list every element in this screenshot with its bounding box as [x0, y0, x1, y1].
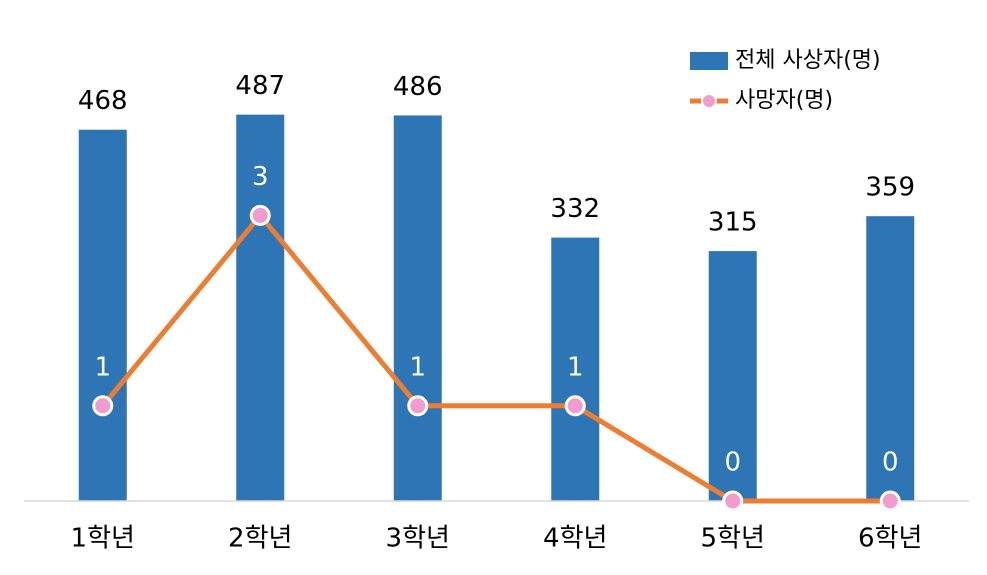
bar-value-label: 332 [550, 194, 600, 224]
x-tick-label: 2학년 [228, 524, 292, 554]
bar-value-label: 487 [235, 71, 285, 101]
bar [866, 216, 915, 501]
x-tick-label: 6학년 [858, 524, 922, 554]
line-marker [564, 395, 586, 417]
line-marker [722, 490, 744, 512]
bar-value-label: 359 [865, 173, 915, 203]
bar [551, 237, 600, 501]
x-tick-label: 1학년 [71, 524, 135, 554]
legend-swatch [701, 93, 717, 109]
line-marker [407, 395, 429, 417]
bar-value-label: 315 [708, 208, 758, 238]
line-value-label: 1 [94, 352, 111, 382]
line-marker [879, 490, 901, 512]
x-tick-label: 4학년 [543, 524, 607, 554]
line-value-label: 1 [409, 352, 426, 382]
line-marker [92, 395, 114, 417]
legend-label: 전체 사상자(명) [735, 48, 881, 73]
bar [78, 129, 127, 501]
line-value-label: 0 [882, 448, 899, 478]
line-value-label: 1 [567, 352, 584, 382]
line-value-label: 3 [252, 162, 269, 192]
bar [708, 251, 757, 501]
bar-value-label: 486 [393, 72, 443, 102]
line [100, 211, 891, 504]
legend-swatch [690, 52, 728, 70]
line-marker [249, 204, 271, 226]
x-tick-label: 5학년 [701, 524, 765, 554]
legend-label: 사망자(명) [735, 88, 833, 113]
line-value-label: 0 [724, 448, 741, 478]
bar-value-label: 468 [78, 86, 128, 116]
x-tick-label: 3학년 [386, 524, 450, 554]
bar [236, 114, 285, 501]
bar [393, 115, 442, 501]
